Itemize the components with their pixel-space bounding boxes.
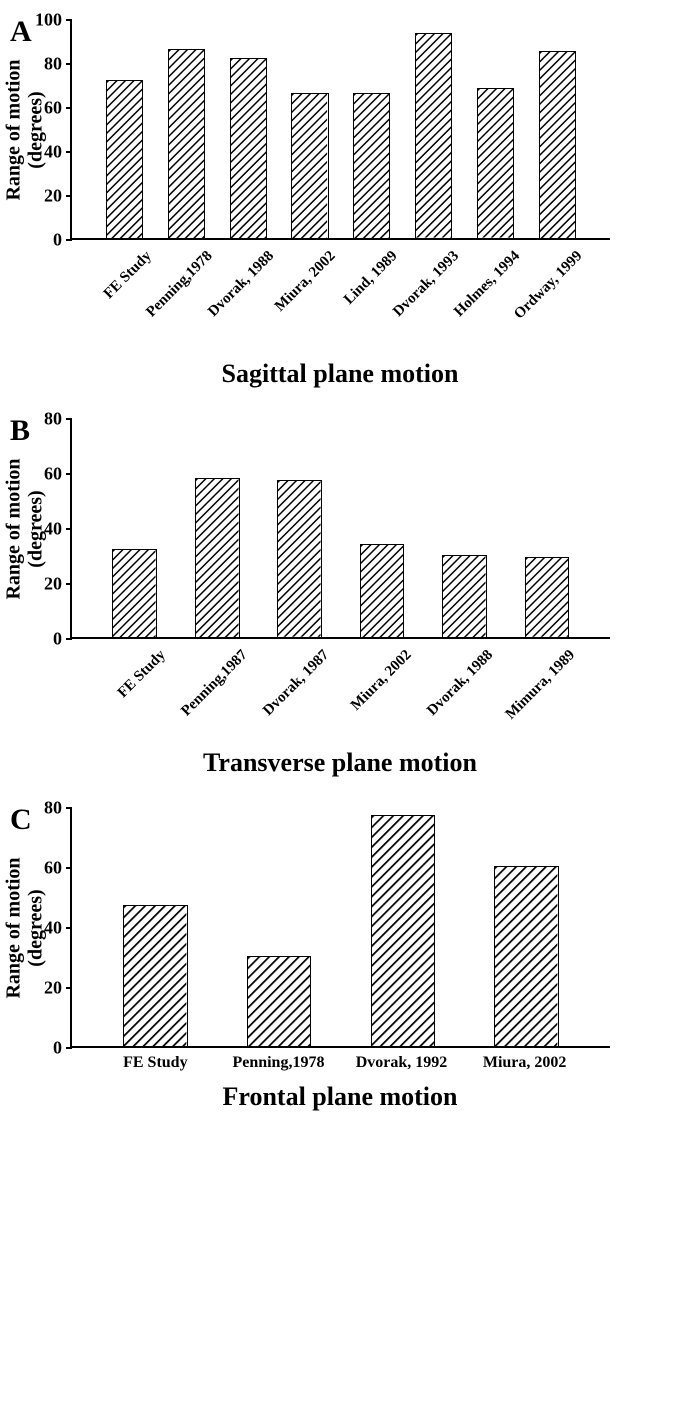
x-tick-label: Miura, 2002 (348, 647, 415, 714)
y-axis-label-line2: (degrees) (25, 59, 47, 200)
x-tick-label: FE Study (100, 248, 155, 303)
chart-area: Range of motion(degrees)020406080FE Stud… (70, 419, 665, 778)
plot-area: 020406080100 (70, 20, 610, 240)
x-tick-label: Dvorak, 1988 (205, 248, 278, 321)
x-tick-label: FE Study (114, 647, 169, 702)
bar (106, 80, 143, 238)
y-tick-label: 80 (44, 409, 62, 430)
x-tick-label: Mimura, 1989 (503, 647, 579, 723)
bar (123, 905, 187, 1046)
y-tick-label: 20 (44, 978, 62, 999)
x-tick-label: Penning,1987 (178, 647, 251, 720)
y-tick-label: 80 (44, 54, 62, 75)
bar (277, 480, 322, 637)
bar (291, 93, 328, 238)
x-tick-label: Dvorak, 1987 (260, 647, 333, 720)
bar (360, 544, 405, 638)
x-axis-title: Frontal plane motion (70, 1082, 610, 1112)
bar (195, 478, 240, 638)
x-labels: FE StudyPenning,1978Dvorak, 1988Miura, 2… (70, 240, 610, 355)
bar (353, 93, 390, 238)
x-tick-label: FE Study (123, 1054, 187, 1078)
y-tick-label: 40 (44, 142, 62, 163)
x-axis-title: Transverse plane motion (70, 748, 610, 778)
bar (539, 51, 576, 238)
x-labels: FE StudyPenning,1987Dvorak, 1987Miura, 2… (70, 639, 610, 744)
bars-container (72, 808, 610, 1046)
y-axis-label: Range of motion(degrees) (3, 458, 47, 599)
y-tick-label: 40 (44, 918, 62, 939)
bar (415, 33, 452, 238)
y-tick-label: 0 (53, 629, 62, 650)
y-tick-label: 60 (44, 98, 62, 119)
y-axis-label-line1: Range of motion (3, 458, 25, 599)
y-tick-label: 0 (53, 1038, 62, 1059)
y-tick-label: 40 (44, 519, 62, 540)
bar (230, 58, 267, 238)
chart-area: Range of motion(degrees)020406080FE Stud… (70, 808, 665, 1112)
bar (168, 49, 205, 238)
x-axis-title: Sagittal plane motion (70, 359, 610, 389)
chart-wrap: Range of motion(degrees)020406080100FE S… (70, 20, 665, 389)
y-tick-label: 60 (44, 858, 62, 879)
x-tick-label: Dvorak, 1992 (356, 1054, 448, 1078)
x-tick-label: Miura, 2002 (272, 248, 339, 315)
x-tick-label: Lind, 1989 (341, 248, 401, 308)
y-tick-label: 60 (44, 464, 62, 485)
x-tick-label: Penning,1978 (232, 1054, 324, 1078)
bar (371, 815, 435, 1046)
bar (442, 555, 487, 638)
bar (247, 956, 311, 1046)
y-tick-label: 80 (44, 798, 62, 819)
x-tick-label: Dvorak, 1988 (425, 647, 498, 720)
panel-c: CRange of motion(degrees)020406080FE Stu… (10, 808, 665, 1112)
plot-area: 020406080 (70, 808, 610, 1048)
bar (525, 557, 570, 637)
chart-area: Range of motion(degrees)020406080100FE S… (70, 20, 665, 389)
bar (112, 549, 157, 637)
y-tick-label: 100 (35, 10, 62, 31)
bar (494, 866, 558, 1046)
bars-container (72, 419, 610, 637)
panel-b: BRange of motion(degrees)020406080FE Stu… (10, 419, 665, 778)
chart-wrap: Range of motion(degrees)020406080FE Stud… (70, 808, 665, 1112)
x-tick-label: Miura, 2002 (483, 1054, 567, 1078)
y-tick-label: 0 (53, 230, 62, 251)
y-axis-label: Range of motion(degrees) (3, 59, 47, 200)
bar (477, 88, 514, 238)
y-axis-label-line1: Range of motion (3, 857, 25, 998)
y-axis-label-line1: Range of motion (3, 59, 25, 200)
bars-container (72, 20, 610, 238)
y-tick-label: 20 (44, 574, 62, 595)
chart-wrap: Range of motion(degrees)020406080FE Stud… (70, 419, 665, 778)
y-tick-label: 20 (44, 186, 62, 207)
y-axis-label: Range of motion(degrees) (3, 857, 47, 998)
panel-a: ARange of motion(degrees)020406080100FE … (10, 20, 665, 389)
x-labels: FE Study Penning,1978 Dvorak, 1992 Miura, 2… (70, 1048, 610, 1078)
plot-area: 020406080 (70, 419, 610, 639)
